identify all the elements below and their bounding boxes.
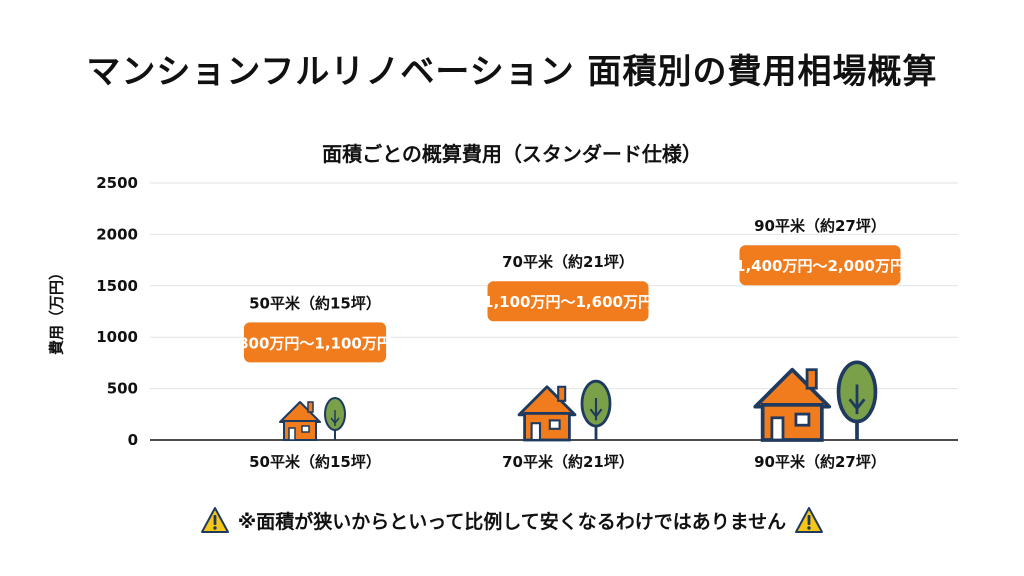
x-tick-label: 70平米（約21坪） <box>502 453 634 471</box>
y-tick-label: 500 <box>107 380 138 398</box>
footer-note: ※面積が狭いからといって比例して安くなるわけではありません <box>0 506 1024 534</box>
house-icon <box>517 385 577 442</box>
range-label: 1,400万円～2,000万円 <box>735 257 905 275</box>
x-tick-label: 90平米（約27坪） <box>754 453 886 471</box>
chart-title: 面積ごとの概算費用（スタンダード仕様） <box>322 142 702 166</box>
y-tick-label: 0 <box>128 431 138 449</box>
range-label: 800万円～1,100万円 <box>238 334 392 352</box>
house-icon <box>753 367 832 442</box>
area-annotation: 90平米（約27坪） <box>754 217 886 235</box>
area-annotation: 70平米（約21坪） <box>502 253 634 271</box>
y-tick-label: 2500 <box>96 174 138 192</box>
warning-icon <box>795 507 824 533</box>
footer-note-text: ※面積が狭いからといって比例して安くなるわけではありません <box>237 510 787 533</box>
warning-icon <box>200 507 229 533</box>
y-tick-label: 1500 <box>96 277 138 295</box>
area-annotation: 50平米（約15坪） <box>249 294 381 312</box>
tree-icon <box>580 379 612 440</box>
y-tick-label: 2000 <box>96 225 138 243</box>
y-tick-label: 1000 <box>96 328 138 346</box>
range-label: 1,100万円～1,600万円 <box>483 293 653 311</box>
range-box <box>243 322 387 363</box>
page-title: マンションフルリノベーション 面積別の費用相場概算 <box>86 52 938 92</box>
range-box <box>739 245 901 286</box>
range-box <box>487 281 649 322</box>
house-icon <box>279 401 321 441</box>
x-tick-label: 50平米（約15坪） <box>249 453 381 471</box>
tree-icon <box>324 397 346 440</box>
tree-icon <box>836 360 878 440</box>
